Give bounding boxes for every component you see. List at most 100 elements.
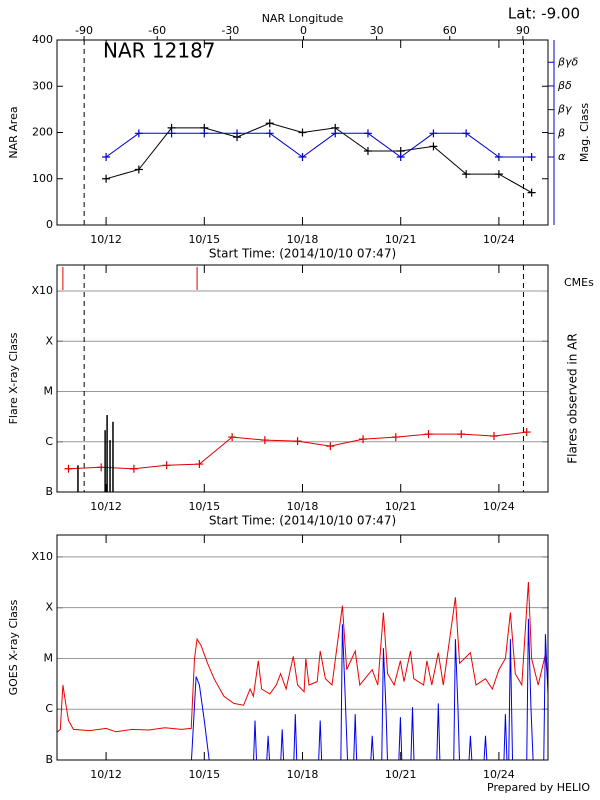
- x2-tick-label: -90: [75, 24, 93, 37]
- x2-axis-label: NAR Longitude: [262, 12, 344, 25]
- x2-tick-label: 30: [370, 24, 384, 37]
- point-marker: [494, 170, 503, 179]
- x-tick-label: 10/15: [188, 768, 220, 781]
- x-tick-label: 10/21: [385, 768, 417, 781]
- x-tick-label: 10/24: [483, 500, 515, 513]
- x-tick-label: 10/15: [188, 233, 220, 246]
- point-marker: [527, 153, 536, 162]
- point-marker: [429, 142, 438, 151]
- point-marker: [359, 435, 368, 444]
- y-axis-label: Flare X-ray Class: [7, 332, 20, 424]
- y-tick-label: C: [45, 435, 53, 448]
- region-title: NAR 12187: [103, 39, 216, 63]
- x-tick-label: 10/15: [188, 500, 220, 513]
- x2-tick-label: -60: [148, 24, 166, 37]
- point-marker: [298, 128, 307, 137]
- x2-tick-label: 60: [443, 24, 457, 37]
- y2-tick-label: βγδ: [557, 55, 579, 68]
- latitude: Lat: -9.00: [508, 5, 580, 23]
- point-marker: [102, 174, 111, 183]
- x-tick-label: 10/12: [90, 768, 122, 781]
- y-tick-label: X: [45, 601, 53, 614]
- x2-tick-label: 0: [300, 24, 307, 37]
- series-line: [105, 132, 532, 158]
- series-line: [105, 122, 532, 194]
- y-tick-label: 0: [46, 218, 53, 231]
- plot-area: [102, 119, 536, 197]
- credit: Prepared by HELIO: [487, 781, 590, 794]
- point-marker: [522, 428, 531, 437]
- point-marker: [162, 461, 171, 470]
- x-tick-label: 10/24: [483, 233, 515, 246]
- y2-tick-label: βγ: [557, 103, 572, 116]
- y-tick-label: M: [44, 385, 54, 398]
- point-marker: [363, 147, 372, 155]
- y-tick-label: 400: [32, 33, 53, 46]
- point-marker: [200, 129, 209, 138]
- point-marker: [462, 129, 471, 138]
- y-axis-label: NAR Area: [7, 106, 20, 158]
- x-tick-label: 10/18: [287, 500, 319, 513]
- y-tick-label: C: [45, 702, 53, 715]
- point-marker: [457, 430, 466, 439]
- y2-tick-label: β: [557, 126, 565, 139]
- point-marker: [462, 170, 471, 179]
- plot-frame: [56, 39, 549, 226]
- x2-tick-label: 90: [516, 24, 530, 37]
- point-marker: [260, 436, 269, 445]
- x-tick-label: 10/18: [287, 233, 319, 246]
- x-tick-label: 10/21: [385, 233, 417, 246]
- point-marker: [134, 129, 143, 138]
- y-tick-label: X: [45, 334, 53, 347]
- point-marker: [363, 129, 372, 138]
- legend-label: CMEs: [564, 276, 594, 289]
- point-marker: [195, 460, 204, 469]
- point-marker: [293, 437, 302, 446]
- plot-frame: [56, 534, 549, 761]
- point-marker: [97, 463, 106, 472]
- y2-tick-label: α: [558, 150, 566, 163]
- series-line: [190, 618, 548, 760]
- y2-tick-label: βδ: [557, 79, 572, 92]
- point-marker: [391, 433, 400, 442]
- y-tick-label: M: [44, 651, 54, 664]
- y2-axis-label: Flares observed in AR: [566, 333, 580, 463]
- point-marker: [265, 129, 274, 138]
- point-marker: [102, 153, 111, 162]
- point-marker: [331, 129, 340, 138]
- plot-area: [62, 267, 531, 492]
- x-axis-label: Start Time: (2014/10/10 07:47): [209, 514, 396, 528]
- y-tick-label: 100: [32, 172, 53, 185]
- point-marker: [424, 430, 433, 439]
- point-marker: [429, 129, 438, 138]
- x-tick-label: 10/12: [90, 233, 122, 246]
- point-marker: [494, 153, 503, 162]
- point-marker: [489, 432, 498, 441]
- plot-area: [57, 581, 548, 760]
- plot-frame: [56, 264, 549, 493]
- y2-axis-label: Mag. Class: [578, 103, 591, 162]
- x-axis-label: Start Time: (2014/10/10 07:47): [209, 247, 396, 261]
- point-marker: [527, 188, 536, 197]
- point-marker: [233, 129, 242, 138]
- y-tick-label: 200: [32, 126, 53, 139]
- point-marker: [396, 153, 405, 162]
- y-tick-label: 300: [32, 79, 53, 92]
- point-marker: [298, 153, 307, 162]
- point-marker: [326, 442, 335, 451]
- y-tick-label: X10: [31, 550, 53, 563]
- point-marker: [228, 433, 237, 442]
- point-marker: [64, 464, 73, 473]
- x-tick-label: 10/21: [385, 500, 417, 513]
- y-tick-label: X10: [31, 284, 53, 297]
- x-tick-label: 10/18: [287, 768, 319, 781]
- point-marker: [129, 464, 138, 473]
- y-axis-label: GOES X-ray Class: [7, 599, 20, 695]
- point-marker: [265, 119, 274, 128]
- point-marker: [134, 165, 143, 174]
- x-tick-label: 10/24: [483, 768, 515, 781]
- series-line: [57, 581, 548, 733]
- x-tick-label: 10/12: [90, 500, 122, 513]
- point-marker: [167, 129, 176, 138]
